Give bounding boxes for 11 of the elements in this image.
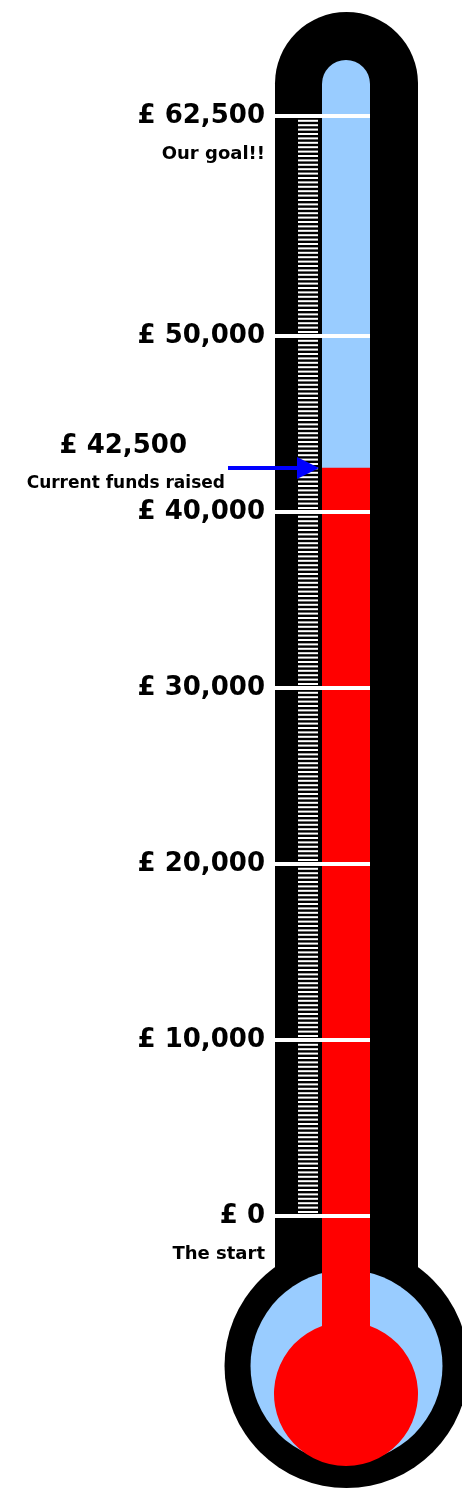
y-tick-label: £ 40,000 [137, 494, 265, 525]
y-tick-label: £ 20,000 [137, 846, 265, 877]
y-tick-label: £ 30,000 [137, 670, 265, 701]
y-tick-label: £ 10,000 [137, 1022, 265, 1053]
y-tick-label: £ 62,500 [137, 98, 265, 129]
y-tick-label: £ 50,000 [137, 318, 265, 349]
text: £ 42,500 [59, 428, 187, 459]
text: The start [172, 1241, 266, 1263]
text: Current funds raised [26, 472, 225, 493]
text: Our goal!! [161, 141, 265, 163]
y-tick-label: £ 0 [219, 1198, 265, 1229]
